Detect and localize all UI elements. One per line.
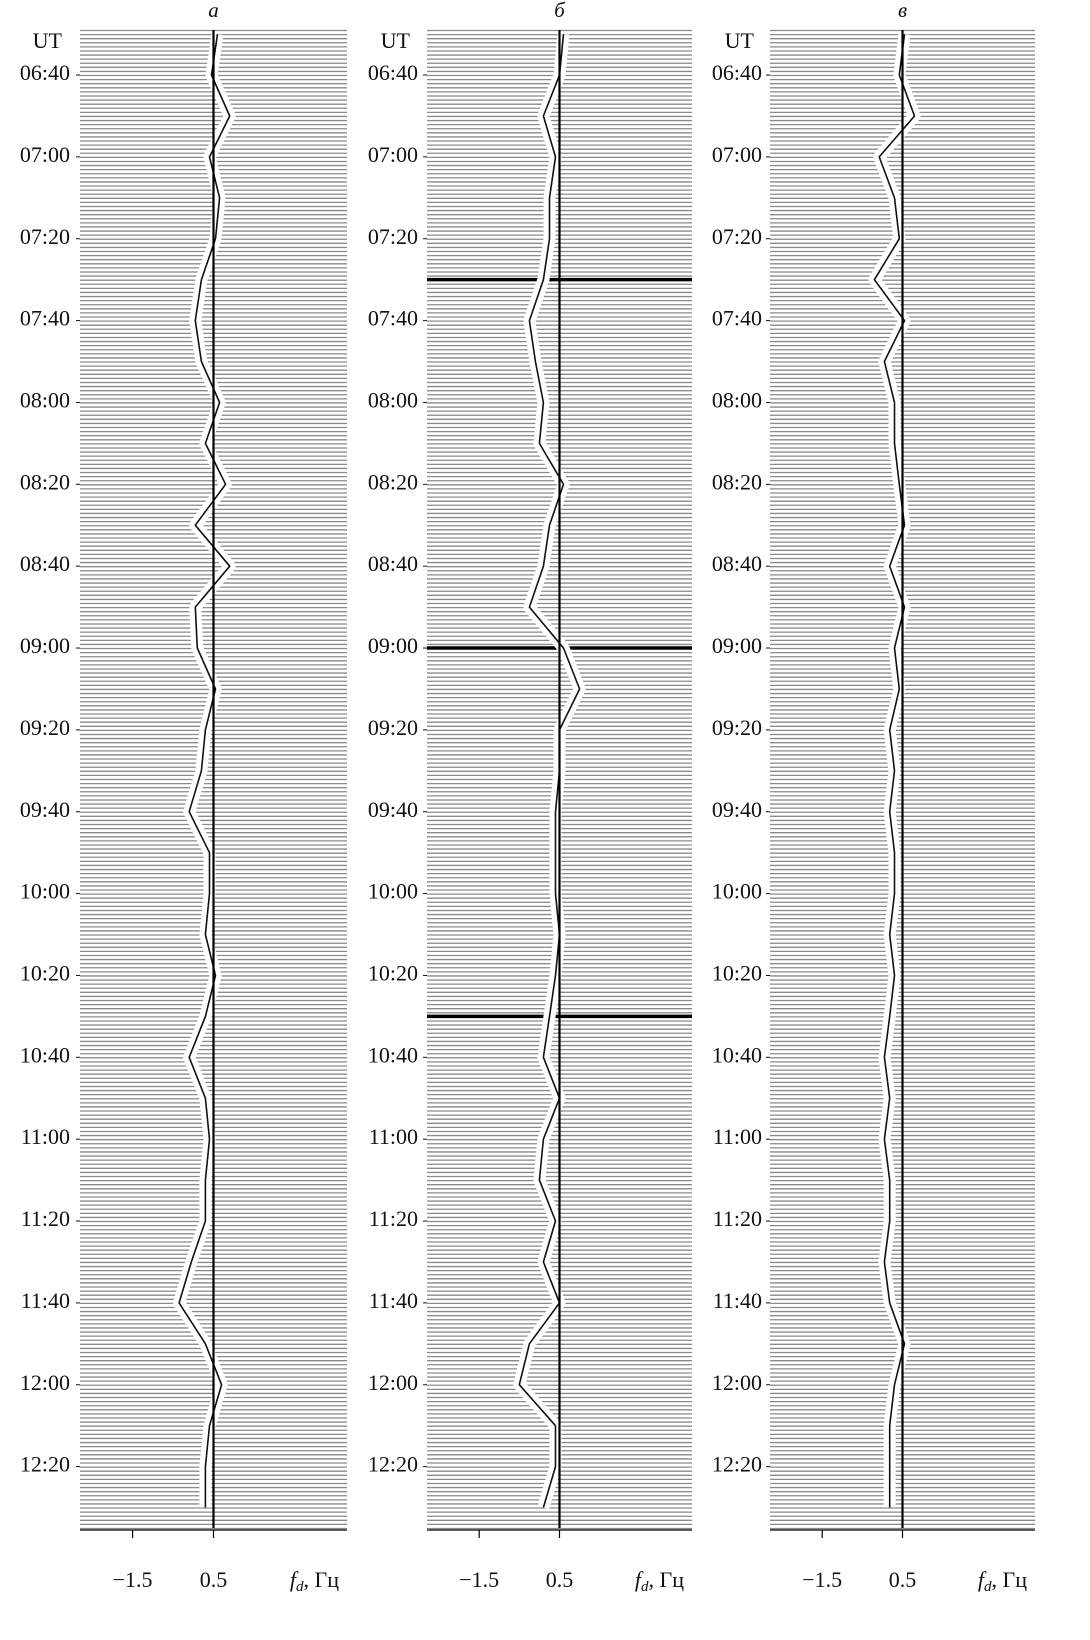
y-axis-label: UT [33, 28, 63, 53]
y-tick-label: 08:40 [368, 551, 418, 576]
y-tick-label: 09:00 [20, 633, 70, 658]
y-tick-label: 07:40 [20, 306, 70, 331]
y-tick-label: 09:00 [368, 633, 418, 658]
panel: в UT 06:40 07:00 07:20 07:40 08:00 08:20 08:40 09… [712, 0, 1035, 1595]
y-axis-label: UT [381, 28, 411, 53]
y-tick-label: 12:00 [712, 1370, 762, 1395]
x-tick-label: −1.5 [802, 1567, 842, 1592]
y-tick-label: 10:00 [20, 879, 70, 904]
y-tick-label: 10:20 [20, 961, 70, 986]
y-tick-label: 06:40 [368, 60, 418, 85]
x-tick-label: 0.5 [546, 1567, 574, 1592]
y-tick-label: 11:20 [369, 1206, 418, 1231]
y-tick-label: 07:20 [20, 224, 70, 249]
y-tick-label: 10:40 [712, 1042, 762, 1067]
y-tick-label: 12:20 [20, 1452, 70, 1477]
x-axis-label: fd, Гц [635, 1567, 684, 1595]
y-tick-label: 11:40 [369, 1288, 418, 1313]
y-tick-label: 09:00 [712, 633, 762, 658]
y-tick-label: 08:40 [20, 551, 70, 576]
y-tick-label: 11:20 [21, 1206, 70, 1231]
y-axis-label: UT [725, 28, 755, 53]
panel: а UT 06:40 07:00 07:20 07:40 08:00 08:20 08:40 09… [20, 0, 347, 1595]
y-tick-label: 08:20 [20, 469, 70, 494]
y-tick-label: 07:40 [368, 306, 418, 331]
y-tick-label: 11:00 [21, 1124, 70, 1149]
y-tick-label: 09:40 [368, 797, 418, 822]
y-tick-label: 06:40 [20, 60, 70, 85]
x-tick-label: −1.5 [113, 1567, 153, 1592]
y-tick-label: 09:40 [20, 797, 70, 822]
y-tick-label: 07:00 [368, 142, 418, 167]
y-tick-label: 09:40 [712, 797, 762, 822]
y-tick-label: 07:40 [712, 306, 762, 331]
x-axis-label: fd, Гц [290, 1567, 339, 1595]
y-tick-label: 08:00 [20, 388, 70, 413]
y-tick-label: 11:40 [713, 1288, 762, 1313]
y-tick-label: 10:00 [368, 879, 418, 904]
panel-title: а [208, 0, 219, 22]
x-axis-label-part: , Гц [304, 1567, 340, 1592]
figure: а UT 06:40 07:00 07:20 07:40 08:00 08:20 08:40 09… [0, 0, 1090, 1640]
panel: б UT 06:40 07:00 07:20 07:40 08:00 08:20 08:40 09… [368, 0, 692, 1595]
y-tick-label: 10:40 [20, 1042, 70, 1067]
y-tick-label: 11:20 [713, 1206, 762, 1231]
y-tick-label: 07:00 [712, 142, 762, 167]
y-tick-label: 08:40 [712, 551, 762, 576]
x-axis-label-part: , Гц [649, 1567, 685, 1592]
y-tick-label: 08:00 [712, 388, 762, 413]
x-tick-label: −1.5 [459, 1567, 499, 1592]
panel-title: б [554, 0, 566, 22]
y-tick-label: 12:00 [368, 1370, 418, 1395]
x-tick-label: 0.5 [889, 1567, 917, 1592]
x-axis-label: fd, Гц [978, 1567, 1027, 1595]
y-tick-label: 10:00 [712, 879, 762, 904]
x-axis-label-part: , Гц [992, 1567, 1028, 1592]
y-tick-label: 08:20 [712, 469, 762, 494]
y-tick-label: 10:40 [368, 1042, 418, 1067]
y-tick-label: 08:00 [368, 388, 418, 413]
y-tick-label: 10:20 [368, 961, 418, 986]
y-tick-label: 07:20 [368, 224, 418, 249]
y-tick-label: 10:20 [712, 961, 762, 986]
y-tick-label: 11:40 [21, 1288, 70, 1313]
y-tick-label: 11:00 [713, 1124, 762, 1149]
y-tick-label: 09:20 [20, 715, 70, 740]
panel-title: в [898, 0, 907, 22]
y-tick-label: 07:20 [712, 224, 762, 249]
y-tick-label: 11:00 [369, 1124, 418, 1149]
x-tick-label: 0.5 [200, 1567, 228, 1592]
y-tick-label: 07:00 [20, 142, 70, 167]
y-tick-label: 09:20 [712, 715, 762, 740]
y-tick-label: 12:20 [368, 1452, 418, 1477]
y-tick-label: 12:20 [712, 1452, 762, 1477]
y-tick-label: 06:40 [712, 60, 762, 85]
y-tick-label: 09:20 [368, 715, 418, 740]
y-tick-label: 08:20 [368, 469, 418, 494]
y-tick-label: 12:00 [20, 1370, 70, 1395]
